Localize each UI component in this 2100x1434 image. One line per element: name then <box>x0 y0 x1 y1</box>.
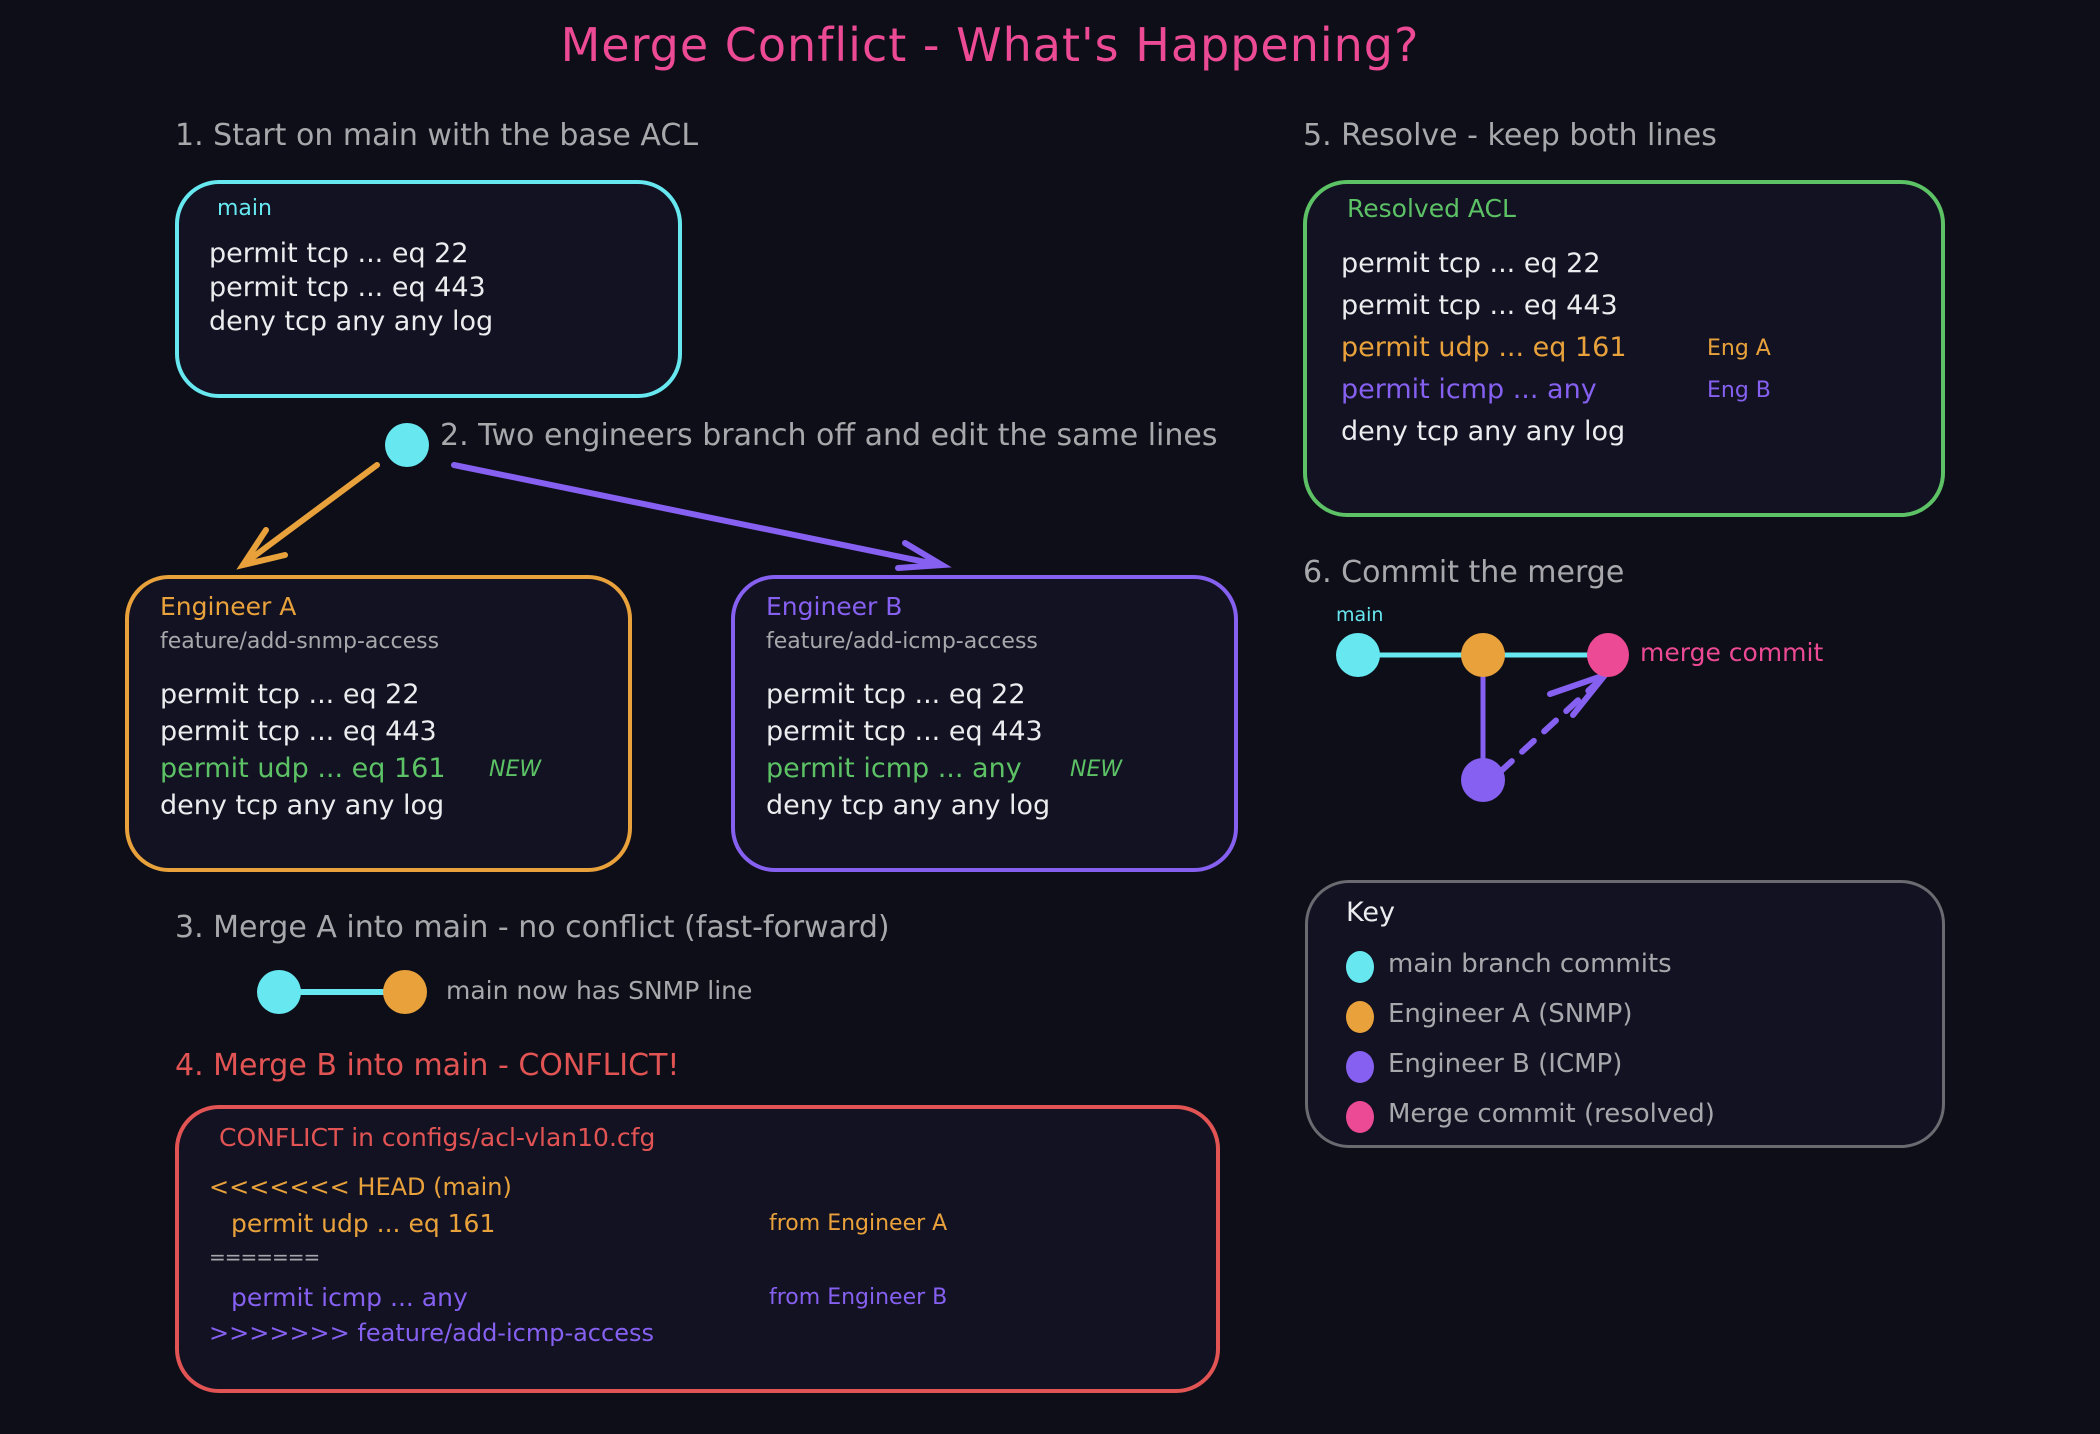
engineer-a-title: Engineer A <box>160 592 297 621</box>
head-marker: <<<<<<< HEAD (main) <box>209 1173 512 1201</box>
theirs-note: from Engineer B <box>769 1285 948 1310</box>
step3-heading: 3. Merge A into main - no conflict (fast… <box>175 910 890 945</box>
ours-line: permit udp ... eq 161 <box>231 1209 496 1238</box>
graph-merge-commit-dot <box>1587 633 1629 677</box>
graph-main-commit-dot <box>1336 633 1380 677</box>
main-commit-dot <box>257 970 301 1014</box>
legend-swatch-engineer-a <box>1346 1001 1374 1033</box>
step5-heading: 5. Resolve - keep both lines <box>1303 118 1717 153</box>
new-badge: NEW <box>489 757 542 782</box>
legend-swatch-merge <box>1346 1101 1374 1133</box>
acl-line: deny tcp any any log <box>766 790 1051 821</box>
engineer-b-box: Engineer B feature/add-icmp-access permi… <box>731 575 1238 872</box>
engineer-b-branch: feature/add-icmp-access <box>766 629 1038 654</box>
acl-line: permit tcp ... eq 443 <box>209 272 486 303</box>
arrow-to-engineer-a-icon <box>236 462 380 570</box>
legend-swatch-engineer-b <box>1346 1051 1374 1083</box>
acl-line: permit tcp ... eq 443 <box>1341 290 1618 321</box>
main-label: main <box>217 196 272 221</box>
graph-engineer-b-commit-dot <box>1461 758 1505 802</box>
conflict-title: CONFLICT in configs/acl-vlan10.cfg <box>219 1123 656 1152</box>
conflict-separator: ======= <box>209 1245 320 1269</box>
legend-label: Engineer A (SNMP) <box>1388 999 1633 1029</box>
acl-line-eng-a: permit udp ... eq 161 <box>1341 332 1627 363</box>
legend-box: Key main branch commits Engineer A (SNMP… <box>1305 880 1945 1148</box>
merge-dashed-arrow-icon <box>1497 668 1614 775</box>
step4-heading: 4. Merge B into main - CONFLICT! <box>175 1048 680 1083</box>
arrow-to-engineer-b-icon <box>451 462 952 571</box>
conflict-box: CONFLICT in configs/acl-vlan10.cfg <<<<<… <box>175 1105 1220 1393</box>
ours-note: from Engineer A <box>769 1211 948 1236</box>
step2-heading: 2. Two engineers branch off and edit the… <box>440 418 1218 453</box>
acl-line: deny tcp any any log <box>1341 416 1626 447</box>
engineer-a-branch: feature/add-snmp-access <box>160 629 440 654</box>
acl-line-new: permit udp ... eq 161 <box>160 753 446 784</box>
main-acl-box: main permit tcp ... eq 22 permit tcp ...… <box>175 180 682 398</box>
acl-line: permit tcp ... eq 22 <box>160 679 420 710</box>
engineer-a-commit-dot <box>383 970 427 1014</box>
legend-label: Engineer B (ICMP) <box>1388 1049 1623 1079</box>
tail-marker: >>>>>>> feature/add-icmp-access <box>209 1319 654 1347</box>
graph-merge-label: merge commit <box>1640 638 1824 667</box>
acl-line: permit tcp ... eq 443 <box>160 716 437 747</box>
page-title: Merge Conflict - What's Happening? <box>560 18 1420 72</box>
legend-swatch-main <box>1346 951 1374 983</box>
new-badge: NEW <box>1070 757 1123 782</box>
acl-line: permit tcp ... eq 22 <box>209 238 469 269</box>
acl-line: permit tcp ... eq 22 <box>766 679 1026 710</box>
acl-line: permit tcp ... eq 443 <box>766 716 1043 747</box>
graph-engineer-a-commit-dot <box>1461 633 1505 677</box>
legend-title: Key <box>1346 897 1395 928</box>
acl-line: deny tcp any any log <box>160 790 445 821</box>
resolved-title: Resolved ACL <box>1347 194 1516 223</box>
step1-heading: 1. Start on main with the base ACL <box>175 118 699 153</box>
step3-caption: main now has SNMP line <box>446 976 753 1005</box>
step6-heading: 6. Commit the merge <box>1303 555 1625 590</box>
acl-line: deny tcp any any log <box>209 306 494 337</box>
acl-line-eng-b: permit icmp ... any <box>1341 374 1597 405</box>
engineer-a-box: Engineer A feature/add-snmp-access permi… <box>125 575 632 872</box>
eng-b-tag: Eng B <box>1707 378 1771 403</box>
eng-a-tag: Eng A <box>1707 336 1771 361</box>
acl-line-new: permit icmp ... any <box>766 753 1022 784</box>
legend-label: main branch commits <box>1388 949 1672 979</box>
acl-line: permit tcp ... eq 22 <box>1341 248 1601 279</box>
engineer-b-title: Engineer B <box>766 592 903 621</box>
legend-label: Merge commit (resolved) <box>1388 1099 1715 1129</box>
resolved-acl-box: Resolved ACL permit tcp ... eq 22 permit… <box>1303 180 1945 517</box>
base-commit-dot <box>385 423 429 467</box>
theirs-line: permit icmp ... any <box>231 1283 468 1312</box>
graph-main-label: main <box>1336 604 1384 626</box>
